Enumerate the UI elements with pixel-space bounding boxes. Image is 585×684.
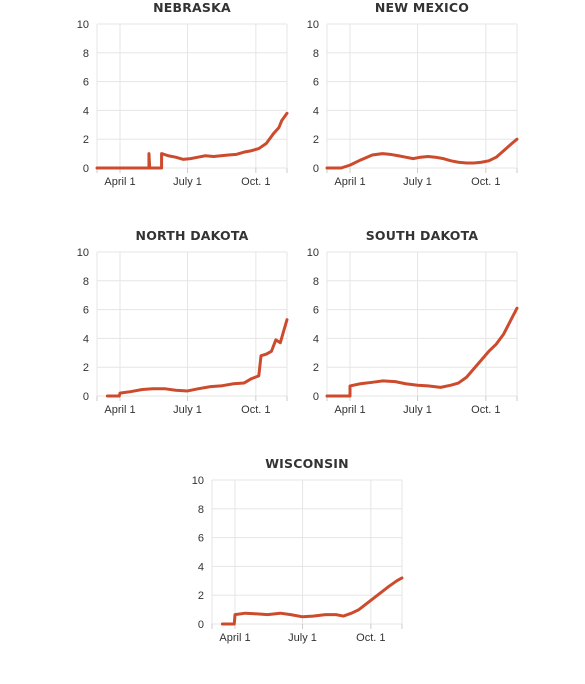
x-tick-label: April 1 bbox=[334, 404, 365, 416]
y-tick-label: 0 bbox=[313, 391, 319, 403]
y-tick-label: 10 bbox=[307, 247, 319, 259]
y-tick-label: 4 bbox=[83, 333, 89, 345]
y-tick-label: 2 bbox=[313, 362, 319, 374]
chart-panel-nebraska: NEBRASKA 0 2 4 6 8 10 April 1 July 1 Oct. 1 bbox=[77, 0, 307, 200]
x-tick-label: Oct. 1 bbox=[356, 632, 385, 644]
y-tick-label: 2 bbox=[313, 134, 319, 146]
chart-panel-south-dakota: SOUTH DAKOTA 0 2 4 6 8 10 April 1 July 1 Oct. 1 bbox=[307, 228, 537, 428]
y-tick-label: 4 bbox=[313, 333, 319, 345]
y-tick-label: 6 bbox=[83, 305, 89, 317]
chart-svg: 0 2 4 6 8 10 April 1 July 1 Oct. 1 bbox=[192, 475, 404, 644]
y-tick-label: 6 bbox=[83, 77, 89, 89]
chart-panel-north-dakota: NORTH DAKOTA 0 2 4 6 8 10 April 1 July 1 Oct. 1 bbox=[77, 228, 307, 428]
chart-svg: 0 2 4 6 8 10 April 1 July 1 Oct. 1 bbox=[307, 247, 519, 416]
x-tick-label: April 1 bbox=[334, 176, 365, 188]
chart-svg: 0 2 4 6 8 10 April 1 July 1 Oct. 1 bbox=[77, 19, 289, 188]
y-tick-label: 6 bbox=[313, 305, 319, 317]
series-line bbox=[325, 137, 519, 170]
series-line bbox=[220, 576, 404, 626]
chart-panel-new-mexico: NEW MEXICO 0 2 4 6 8 10 April 1 July 1 Oct. 1 bbox=[307, 0, 537, 200]
x-tick-label: April 1 bbox=[219, 632, 250, 644]
chart-title: NEBRASKA bbox=[153, 0, 231, 15]
y-tick-label: 0 bbox=[313, 163, 319, 175]
y-tick-label: 8 bbox=[313, 48, 319, 60]
chart-title: WISCONSIN bbox=[265, 456, 349, 471]
y-tick-label: 10 bbox=[192, 475, 204, 487]
series-line bbox=[105, 318, 289, 398]
x-tick-label: July 1 bbox=[173, 404, 202, 416]
x-tick-label: April 1 bbox=[104, 404, 135, 416]
series-line bbox=[95, 111, 289, 170]
x-tick-label: Oct. 1 bbox=[471, 176, 500, 188]
y-tick-label: 10 bbox=[307, 19, 319, 31]
y-tick-label: 8 bbox=[198, 504, 204, 516]
y-tick-label: 8 bbox=[83, 48, 89, 60]
x-tick-label: Oct. 1 bbox=[241, 176, 270, 188]
y-tick-label: 10 bbox=[77, 19, 89, 31]
x-tick-label: July 1 bbox=[288, 632, 317, 644]
y-tick-label: 10 bbox=[77, 247, 89, 259]
y-tick-label: 0 bbox=[83, 163, 89, 175]
y-tick-label: 4 bbox=[198, 561, 204, 573]
chart-svg: 0 2 4 6 8 10 April 1 July 1 Oct. 1 bbox=[307, 19, 519, 188]
y-tick-label: 2 bbox=[83, 362, 89, 374]
y-tick-label: 0 bbox=[83, 391, 89, 403]
y-tick-label: 6 bbox=[313, 77, 319, 89]
x-tick-label: April 1 bbox=[104, 176, 135, 188]
chart-title: NEW MEXICO bbox=[374, 0, 470, 15]
y-tick-label: 2 bbox=[83, 134, 89, 146]
x-tick-label: July 1 bbox=[173, 176, 202, 188]
y-tick-label: 6 bbox=[198, 533, 204, 545]
y-tick-label: 0 bbox=[198, 619, 204, 631]
chart-panel-wisconsin: WISCONSIN 0 2 4 6 8 10 April 1 July 1 Oct. 1 bbox=[192, 456, 422, 656]
chart-title: NORTH DAKOTA bbox=[135, 228, 249, 243]
x-tick-label: Oct. 1 bbox=[471, 404, 500, 416]
x-tick-label: July 1 bbox=[403, 176, 432, 188]
y-tick-label: 8 bbox=[313, 276, 319, 288]
series-line bbox=[325, 306, 519, 398]
y-tick-label: 2 bbox=[198, 590, 204, 602]
y-tick-label: 4 bbox=[313, 105, 319, 117]
chart-title: SOUTH DAKOTA bbox=[365, 228, 479, 243]
x-tick-label: Oct. 1 bbox=[241, 404, 270, 416]
y-tick-label: 4 bbox=[83, 105, 89, 117]
y-tick-label: 8 bbox=[83, 276, 89, 288]
chart-svg: 0 2 4 6 8 10 April 1 July 1 Oct. 1 bbox=[77, 247, 289, 416]
x-tick-label: July 1 bbox=[403, 404, 432, 416]
